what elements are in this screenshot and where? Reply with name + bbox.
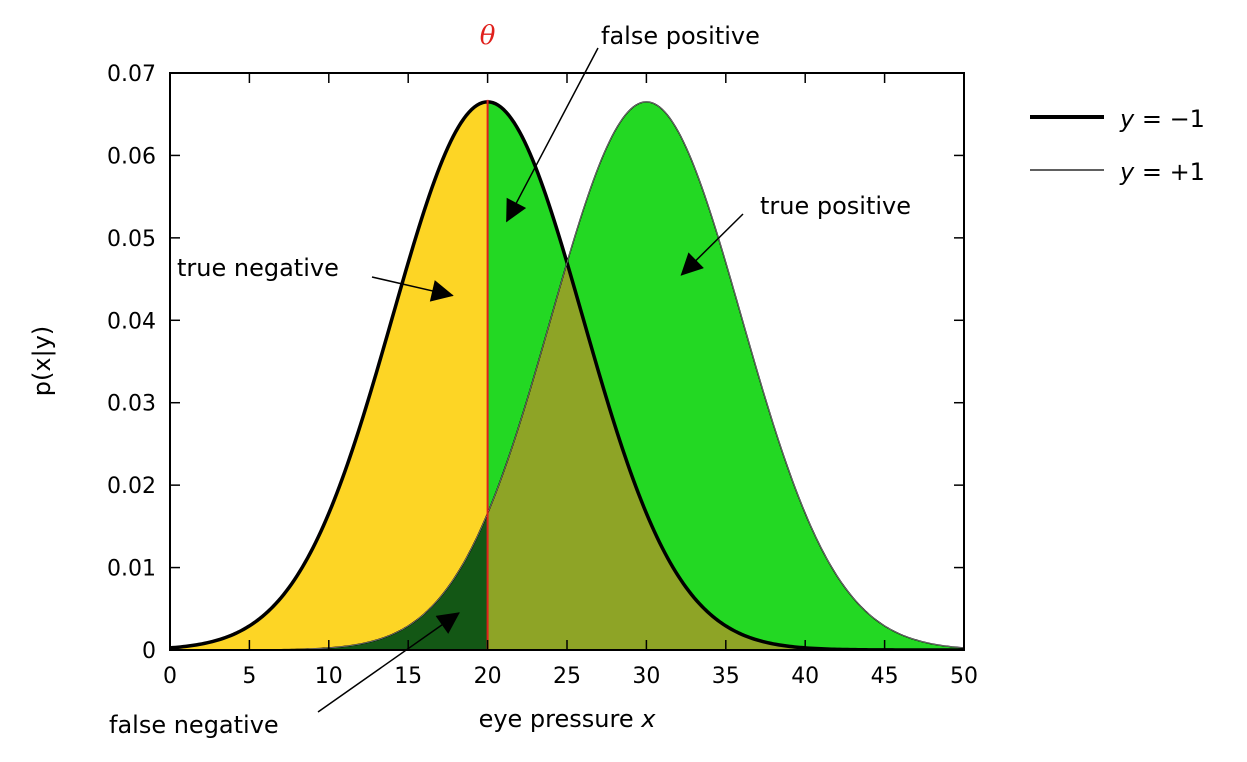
x-tick-label: 15 — [394, 664, 422, 689]
region-false-negative — [170, 513, 488, 650]
y-tick-label: 0.07 — [107, 62, 156, 87]
region-true-negative — [170, 101, 488, 650]
x-tick-label: 45 — [871, 664, 899, 689]
x-tick-label: 30 — [632, 664, 660, 689]
x-tick-label: 25 — [553, 664, 581, 689]
arrow-false-negative — [317, 612, 460, 713]
arrow-true-negative — [371, 276, 454, 302]
arrow-true-positive — [680, 213, 744, 276]
region-overlap — [487, 266, 964, 650]
y-tick-label: 0.04 — [107, 309, 156, 334]
annotation-false-negative: false negative — [109, 711, 279, 739]
annotation-true-negative: true negative — [177, 254, 339, 282]
legend-label-y-minus-1: y = −1 — [1119, 105, 1205, 133]
y-tick-label: 0 — [142, 639, 156, 664]
axis-ticks: 0 5 10 15 20 25 30 35 40 45 50 0 0.01 0.02 0.03 0.04 0.0… — [107, 62, 978, 689]
annotation-false-positive: false positive — [601, 22, 760, 50]
x-tick-label: 20 — [474, 664, 502, 689]
y-tick-label: 0.02 — [107, 474, 156, 499]
annotation-true-positive: true positive — [760, 192, 911, 220]
x-tick-label: 40 — [791, 664, 819, 689]
x-tick-label: 0 — [163, 664, 177, 689]
x-tick-label: 10 — [315, 664, 343, 689]
x-tick-label: 5 — [242, 664, 256, 689]
y-tick-label: 0.03 — [107, 392, 156, 417]
arrow-false-positive — [505, 47, 599, 223]
annotations: true negative false positive true positi… — [109, 22, 911, 739]
x-axis-title: eye pressure x — [479, 705, 657, 733]
threshold-label: θ — [480, 21, 496, 51]
region-true-positive — [487, 101, 964, 650]
region-fills — [170, 101, 964, 650]
legend-label-y-plus-1: y = +1 — [1119, 158, 1205, 186]
x-tick-label: 35 — [712, 664, 740, 689]
y-tick-label: 0.06 — [107, 144, 156, 169]
legend: y = −1 y = +1 — [1030, 105, 1205, 186]
x-tick-label: 50 — [950, 664, 978, 689]
y-tick-label: 0.05 — [107, 227, 156, 252]
y-axis-title: p(x|y) — [28, 326, 56, 396]
y-tick-label: 0.01 — [107, 557, 156, 582]
